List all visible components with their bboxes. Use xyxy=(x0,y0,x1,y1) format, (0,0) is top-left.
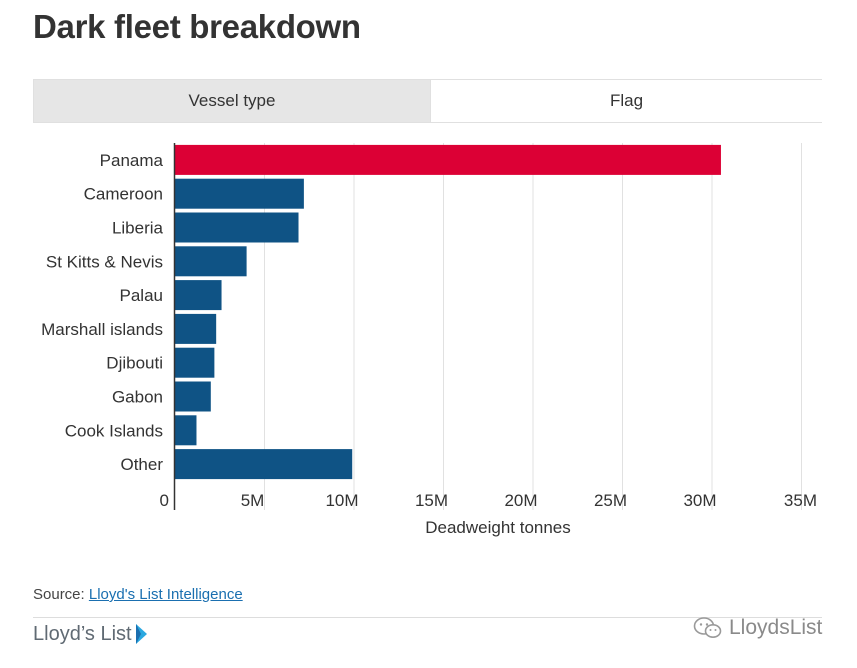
bar xyxy=(175,212,299,243)
x-tick-label: 35M xyxy=(784,491,817,510)
source-note: Source: Lloyd's List Intelligence xyxy=(33,586,243,603)
bar xyxy=(175,280,222,311)
tab-vessel-type[interactable]: Vessel type xyxy=(34,80,430,122)
category-label: Cook Islands xyxy=(65,421,163,440)
bar xyxy=(175,144,721,175)
category-label: Marshall islands xyxy=(41,320,163,339)
x-tick-label: 15M xyxy=(415,491,448,510)
category-label: Gabon xyxy=(112,388,163,407)
watermark: LloydsList xyxy=(693,616,822,640)
bar xyxy=(175,347,215,378)
tab-flag-label: Flag xyxy=(609,91,644,110)
bar xyxy=(175,313,217,344)
category-label: Other xyxy=(120,455,163,474)
footer-divider xyxy=(33,617,822,618)
category-label: St Kitts & Nevis xyxy=(46,252,163,271)
category-label: Liberia xyxy=(112,219,164,238)
source-link[interactable]: Lloyd's List Intelligence xyxy=(88,586,243,603)
x-tick-label: 20M xyxy=(504,491,537,510)
x-tick-label: 25M xyxy=(594,491,627,510)
category-label: Djibouti xyxy=(106,354,163,373)
x-axis-title: Deadweight tonnes xyxy=(425,518,571,537)
category-label: Panama xyxy=(100,151,164,170)
category-label: Cameroon xyxy=(84,185,163,204)
x-tick-label: 10M xyxy=(325,491,358,510)
x-tick-label: 0 xyxy=(160,491,169,510)
bar xyxy=(175,449,353,480)
wechat-icon xyxy=(693,617,722,638)
bar xyxy=(175,178,304,209)
bar xyxy=(175,415,197,446)
watermark-text: LloydsList xyxy=(729,616,823,639)
category-label: Palau xyxy=(120,286,163,305)
source-prefix: Source: xyxy=(33,586,89,603)
tab-flag[interactable]: Flag xyxy=(430,80,822,122)
page-title: Dark fleet breakdown xyxy=(33,8,361,45)
brand-logo: Lloyd’s List xyxy=(33,622,148,646)
bar xyxy=(175,246,247,277)
x-tick-label: 30M xyxy=(683,491,716,510)
brand-logo-text: Lloyd’s List xyxy=(33,622,132,645)
tab-bar: Vessel type Flag xyxy=(33,79,822,123)
bar xyxy=(175,381,211,412)
x-tick-label: 5M xyxy=(241,491,265,510)
tab-vessel-type-label: Vessel type xyxy=(188,91,276,110)
bar-chart: Panama Cameroon Liberia St Kitts & Nevis Pal… xyxy=(41,143,817,537)
lloyds-list-logo-icon xyxy=(135,624,147,644)
